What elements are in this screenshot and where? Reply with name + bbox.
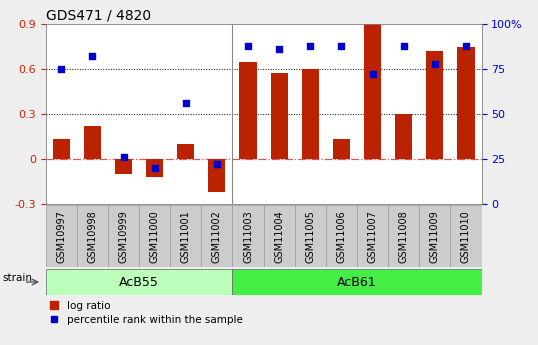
Bar <box>302 69 319 159</box>
Bar <box>395 114 412 159</box>
Text: GSM11002: GSM11002 <box>212 210 222 263</box>
Bar <box>426 51 443 159</box>
Text: GSM11001: GSM11001 <box>181 210 191 263</box>
Bar <box>232 205 264 267</box>
Bar <box>333 139 350 159</box>
Bar <box>139 205 170 267</box>
Point <box>368 72 377 77</box>
Bar <box>77 205 108 267</box>
Text: AcB55: AcB55 <box>119 276 159 288</box>
Text: GSM11000: GSM11000 <box>150 210 160 263</box>
Point <box>57 66 66 72</box>
Bar <box>326 205 357 267</box>
Point <box>306 43 315 48</box>
Text: strain: strain <box>2 273 32 283</box>
Text: GSM10999: GSM10999 <box>118 210 129 263</box>
Point <box>275 47 284 52</box>
Text: GSM11005: GSM11005 <box>305 210 315 263</box>
Bar <box>457 47 475 159</box>
Text: GSM10997: GSM10997 <box>56 210 66 263</box>
Bar <box>232 269 482 295</box>
Bar <box>84 126 101 159</box>
Point <box>462 43 470 48</box>
Bar <box>357 205 388 267</box>
Legend: log ratio, percentile rank within the sample: log ratio, percentile rank within the sa… <box>46 297 246 329</box>
Bar <box>271 73 288 159</box>
Bar <box>46 269 232 295</box>
Text: GSM11010: GSM11010 <box>461 210 471 263</box>
Bar <box>208 159 225 191</box>
Point <box>88 54 97 59</box>
Bar <box>450 205 482 267</box>
Point <box>399 43 408 48</box>
Text: GSM11007: GSM11007 <box>367 210 378 263</box>
Text: GDS471 / 4820: GDS471 / 4820 <box>46 9 151 23</box>
Text: GSM11006: GSM11006 <box>336 210 346 263</box>
Bar <box>146 159 163 177</box>
Text: GSM11003: GSM11003 <box>243 210 253 263</box>
Point <box>244 43 252 48</box>
Bar <box>170 205 201 267</box>
Bar <box>239 61 257 159</box>
Text: AcB61: AcB61 <box>337 276 377 288</box>
Point <box>150 165 159 170</box>
Bar <box>388 205 419 267</box>
Bar <box>53 139 70 159</box>
Bar <box>419 205 450 267</box>
Bar <box>201 205 232 267</box>
Bar <box>295 205 326 267</box>
Text: GSM11004: GSM11004 <box>274 210 284 263</box>
Text: GSM11008: GSM11008 <box>399 210 409 263</box>
Bar <box>108 205 139 267</box>
Point <box>430 61 439 66</box>
Bar <box>115 159 132 174</box>
Bar <box>264 205 295 267</box>
Text: GSM11009: GSM11009 <box>430 210 440 263</box>
Point <box>337 43 346 48</box>
Bar <box>177 144 194 159</box>
Point <box>181 100 190 106</box>
Bar <box>364 24 381 159</box>
Point <box>119 154 128 160</box>
Bar <box>46 205 77 267</box>
Text: GSM10998: GSM10998 <box>87 210 97 263</box>
Point <box>213 161 221 167</box>
